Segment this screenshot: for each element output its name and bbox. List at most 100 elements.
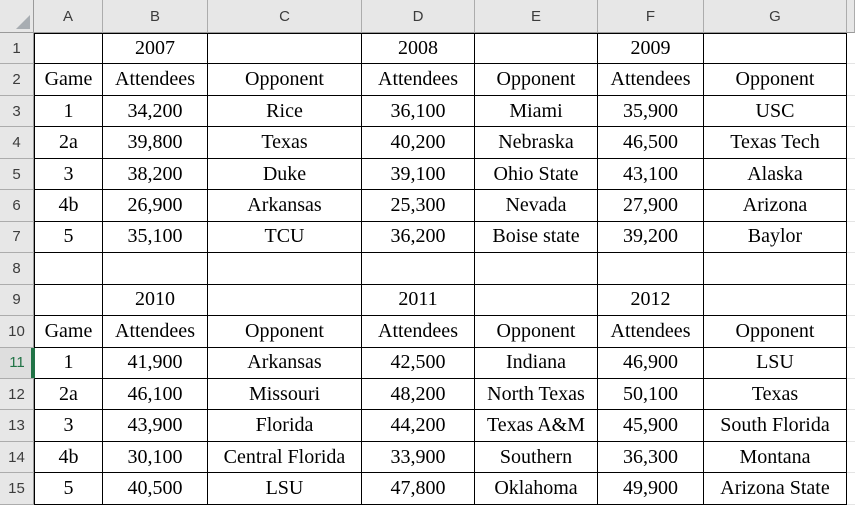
cell-F9[interactable]: 2012	[598, 284, 704, 317]
cell-C2[interactable]: Opponent	[208, 64, 362, 96]
cell-C1[interactable]	[208, 33, 362, 65]
cell-F3[interactable]: 35,900	[598, 95, 704, 128]
cell-F8[interactable]	[598, 253, 704, 285]
cell-E5[interactable]: Ohio State	[475, 158, 598, 191]
cell-F11[interactable]: 46,900	[598, 347, 704, 379]
cell-F14[interactable]: 36,300	[598, 441, 704, 474]
row-header-10[interactable]: 10	[0, 316, 34, 348]
cell-B15[interactable]: 40,500	[103, 473, 208, 505]
row-header-6[interactable]: 6	[0, 190, 34, 222]
cell-E7[interactable]: Boise state	[475, 221, 598, 254]
row-header-7[interactable]: 7	[0, 221, 34, 254]
cell-E11[interactable]: Indiana	[475, 347, 598, 379]
cell-B4[interactable]: 39,800	[103, 127, 208, 159]
cell-A14[interactable]: 4b	[34, 441, 103, 474]
cell-H13-partial[interactable]	[847, 410, 855, 442]
cell-E14[interactable]: Southern	[475, 441, 598, 474]
cell-E15[interactable]: Oklahoma	[475, 473, 598, 505]
cell-D14[interactable]: 33,900	[362, 441, 475, 474]
cell-C4[interactable]: Texas	[208, 127, 362, 159]
cell-A10[interactable]: Game	[34, 316, 103, 348]
row-header-9[interactable]: 9	[0, 284, 34, 317]
row-header-2[interactable]: 2	[0, 64, 34, 96]
cell-D6[interactable]: 25,300	[362, 190, 475, 222]
cell-H6-partial[interactable]	[847, 190, 855, 222]
row-header-14[interactable]: 14	[0, 441, 34, 474]
cell-C11[interactable]: Arkansas	[208, 347, 362, 379]
row-header-3[interactable]: 3	[0, 95, 34, 128]
cell-D7[interactable]: 36,200	[362, 221, 475, 254]
cell-C3[interactable]: Rice	[208, 95, 362, 128]
column-header-E[interactable]: E	[475, 0, 598, 33]
cell-B9[interactable]: 2010	[103, 284, 208, 317]
cell-A12[interactable]: 2a	[34, 378, 103, 411]
cell-G10[interactable]: Opponent	[704, 316, 847, 348]
row-header-11[interactable]: 11	[0, 347, 34, 379]
column-header-B[interactable]: B	[103, 0, 208, 33]
cell-E2[interactable]: Opponent	[475, 64, 598, 96]
cell-A3[interactable]: 1	[34, 95, 103, 128]
cell-B11[interactable]: 41,900	[103, 347, 208, 379]
cell-C7[interactable]: TCU	[208, 221, 362, 254]
cell-G9[interactable]	[704, 284, 847, 317]
cell-E13[interactable]: Texas A&M	[475, 410, 598, 442]
cell-A9[interactable]	[34, 284, 103, 317]
cell-H8-partial[interactable]	[847, 253, 855, 285]
cell-C6[interactable]: Arkansas	[208, 190, 362, 222]
cell-G5[interactable]: Alaska	[704, 158, 847, 191]
cell-H5-partial[interactable]	[847, 158, 855, 191]
cell-H9-partial[interactable]	[847, 284, 855, 317]
row-header-13[interactable]: 13	[0, 410, 34, 442]
cell-E6[interactable]: Nevada	[475, 190, 598, 222]
cell-G7[interactable]: Baylor	[704, 221, 847, 254]
cell-B8[interactable]	[103, 253, 208, 285]
cell-D10[interactable]: Attendees	[362, 316, 475, 348]
column-header-F[interactable]: F	[598, 0, 704, 33]
cell-B12[interactable]: 46,100	[103, 378, 208, 411]
cell-C14[interactable]: Central Florida	[208, 441, 362, 474]
cell-E9[interactable]	[475, 284, 598, 317]
cell-B13[interactable]: 43,900	[103, 410, 208, 442]
cell-B14[interactable]: 30,100	[103, 441, 208, 474]
cell-D15[interactable]: 47,800	[362, 473, 475, 505]
cell-H15-partial[interactable]	[847, 473, 855, 505]
cell-A4[interactable]: 2a	[34, 127, 103, 159]
column-header-A[interactable]: A	[34, 0, 103, 33]
cell-D11[interactable]: 42,500	[362, 347, 475, 379]
cell-F6[interactable]: 27,900	[598, 190, 704, 222]
cell-G13[interactable]: South Florida	[704, 410, 847, 442]
cell-G8[interactable]	[704, 253, 847, 285]
cell-G1[interactable]	[704, 33, 847, 65]
cell-A8[interactable]	[34, 253, 103, 285]
cell-F13[interactable]: 45,900	[598, 410, 704, 442]
row-header-15[interactable]: 15	[0, 473, 34, 505]
cell-H11-partial[interactable]	[847, 347, 855, 379]
cell-H14-partial[interactable]	[847, 441, 855, 474]
row-header-5[interactable]: 5	[0, 158, 34, 191]
cell-G14[interactable]: Montana	[704, 441, 847, 474]
cell-B7[interactable]: 35,100	[103, 221, 208, 254]
cell-E1[interactable]	[475, 33, 598, 65]
cell-A13[interactable]: 3	[34, 410, 103, 442]
cell-D1[interactable]: 2008	[362, 33, 475, 65]
row-header-12[interactable]: 12	[0, 378, 34, 411]
cell-H4-partial[interactable]	[847, 127, 855, 159]
cell-H3-partial[interactable]	[847, 95, 855, 128]
cell-F7[interactable]: 39,200	[598, 221, 704, 254]
cell-D12[interactable]: 48,200	[362, 378, 475, 411]
cell-D4[interactable]: 40,200	[362, 127, 475, 159]
cell-A11[interactable]: 1	[34, 347, 103, 379]
cell-E3[interactable]: Miami	[475, 95, 598, 128]
cell-H12-partial[interactable]	[847, 378, 855, 411]
cell-G6[interactable]: Arizona	[704, 190, 847, 222]
cell-C10[interactable]: Opponent	[208, 316, 362, 348]
row-header-4[interactable]: 4	[0, 127, 34, 159]
cell-G15[interactable]: Arizona State	[704, 473, 847, 505]
cell-A1[interactable]	[34, 33, 103, 65]
column-header-C[interactable]: C	[208, 0, 362, 33]
cell-D9[interactable]: 2011	[362, 284, 475, 317]
cell-F15[interactable]: 49,900	[598, 473, 704, 505]
cell-F5[interactable]: 43,100	[598, 158, 704, 191]
cell-F4[interactable]: 46,500	[598, 127, 704, 159]
cell-C15[interactable]: LSU	[208, 473, 362, 505]
